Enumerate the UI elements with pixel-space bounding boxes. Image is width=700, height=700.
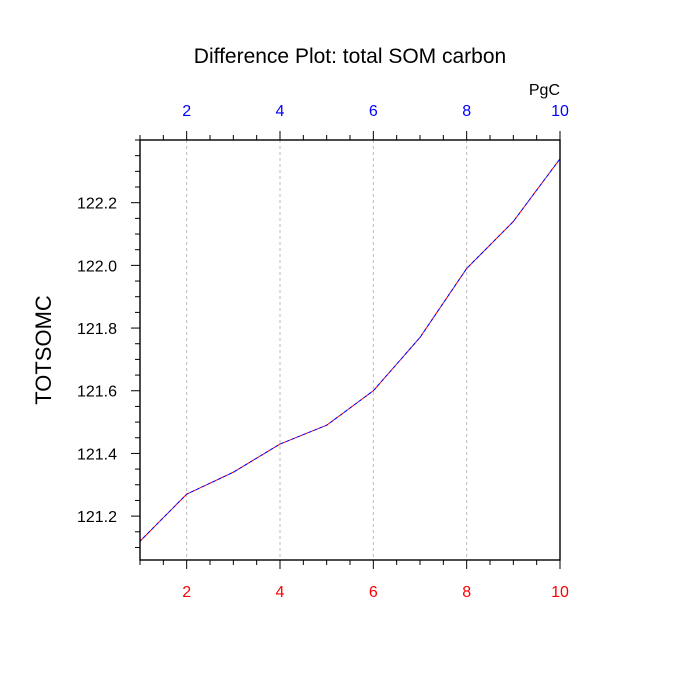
series-line-0 [139, 158, 561, 542]
x-tick-label-top: 10 [551, 103, 569, 120]
axis-ticks: 2 2 4 4 6 6 8 8 10 10 121.2 121.4 121.6 121.8 122.0 122… [77, 103, 569, 601]
y-tick-label: 121.8 [77, 321, 117, 338]
y-tick-label: 122.2 [77, 196, 117, 213]
y-tick-label: 122.0 [77, 258, 117, 275]
chart-title: Difference Plot: total SOM carbon [194, 45, 506, 68]
data-point [512, 220, 514, 223]
data-point [279, 443, 281, 445]
data-point [232, 471, 234, 473]
plot-frame [139, 139, 561, 561]
x-tick-label-top: 8 [462, 103, 471, 120]
y-tick-label: 121.4 [77, 446, 117, 463]
data-point [466, 267, 468, 270]
x-tick-label-bottom: 6 [369, 584, 378, 601]
grid-lines [186, 140, 468, 560]
units-label: PgC [529, 82, 560, 99]
x-tick-label-bottom: 10 [551, 584, 569, 601]
data-point [326, 424, 328, 426]
data-point [186, 493, 188, 495]
x-tick-label-top: 4 [276, 103, 285, 120]
x-tick-label-top: 2 [182, 103, 191, 120]
data-point [372, 390, 374, 392]
x-tick-label-bottom: 4 [276, 584, 285, 601]
x-tick-label-top: 6 [369, 103, 378, 120]
y-tick-label: 121.6 [77, 384, 117, 401]
y-tick-label: 121.2 [77, 509, 117, 526]
x-tick-label-bottom: 8 [462, 584, 471, 601]
data-point [419, 336, 421, 339]
data-series [139, 158, 561, 542]
series-line-0-overlay [139, 158, 561, 542]
x-tick-label-bottom: 2 [182, 584, 191, 601]
y-axis-label: TOTSOMC [31, 295, 56, 405]
